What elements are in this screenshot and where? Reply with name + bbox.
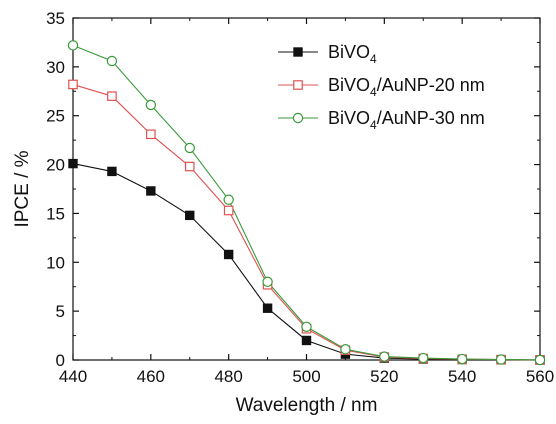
- y-tick-label: 30: [46, 58, 65, 77]
- x-tick-label: 460: [137, 367, 165, 386]
- data-point: [184, 142, 195, 154]
- data-point: [340, 344, 351, 355]
- y-tick-label: 35: [46, 9, 65, 28]
- y-axis-title: IPCE / %: [12, 150, 33, 227]
- x-tick-label: 520: [370, 367, 398, 386]
- legend-label: BiVO4/AuNP-30 nm: [328, 108, 485, 132]
- series-3-markers: [67, 40, 546, 366]
- data-point: [379, 351, 390, 362]
- y-tick-label: 5: [56, 302, 65, 321]
- x-tick-label: 480: [214, 367, 242, 386]
- y-tick-label: 10: [46, 253, 65, 272]
- data-point: [223, 205, 234, 216]
- data-point: [301, 335, 312, 346]
- legend-label: BiVO4/AuNP-20 nm: [328, 75, 485, 99]
- y-tick-label: 0: [56, 351, 65, 370]
- x-tick-label: 500: [292, 367, 320, 386]
- data-point: [184, 161, 195, 172]
- y-tick-label: 20: [46, 156, 65, 175]
- legend-marker: [292, 112, 304, 124]
- data-point: [262, 303, 273, 313]
- data-point: [262, 276, 273, 288]
- data-point: [534, 354, 546, 366]
- data-point: [68, 79, 78, 90]
- data-point: [301, 321, 312, 332]
- x-tick-label: 560: [526, 367, 554, 386]
- data-point: [223, 194, 234, 205]
- data-point: [456, 353, 468, 365]
- y-tick-label: 15: [46, 204, 65, 223]
- data-point: [107, 91, 117, 101]
- x-tick-label: 440: [59, 367, 87, 386]
- legend-item-1: BiVO4: [278, 42, 377, 66]
- plot-series: [67, 40, 546, 366]
- legend-marker: [293, 80, 303, 90]
- data-point: [145, 99, 157, 111]
- data-point: [106, 55, 118, 67]
- legend-label: BiVO4: [328, 42, 377, 66]
- legend: BiVO4 BiVO4/AuNP-20 nm BiVO4/AuNP-30 nm: [278, 42, 485, 132]
- data-point: [185, 210, 195, 221]
- legend-marker: [293, 47, 303, 57]
- x-axis-title: Wavelength / nm: [236, 395, 378, 416]
- data-point: [223, 249, 234, 260]
- data-point: [418, 352, 429, 364]
- data-point: [68, 158, 78, 169]
- data-point: [107, 166, 117, 177]
- data-point: [146, 129, 156, 140]
- data-point: [67, 40, 79, 51]
- legend-item-3: BiVO4/AuNP-30 nm: [278, 108, 485, 132]
- data-point: [495, 354, 507, 365]
- legend-item-2: BiVO4/AuNP-20 nm: [278, 75, 485, 99]
- data-point: [146, 186, 156, 196]
- axes: 440 460 480 500 520 540 560 0 5 10 15 20 25 30 35: [46, 9, 554, 386]
- plot-frame: [72, 17, 541, 361]
- x-tick-label: 540: [448, 367, 476, 386]
- y-tick-label: 25: [46, 107, 65, 126]
